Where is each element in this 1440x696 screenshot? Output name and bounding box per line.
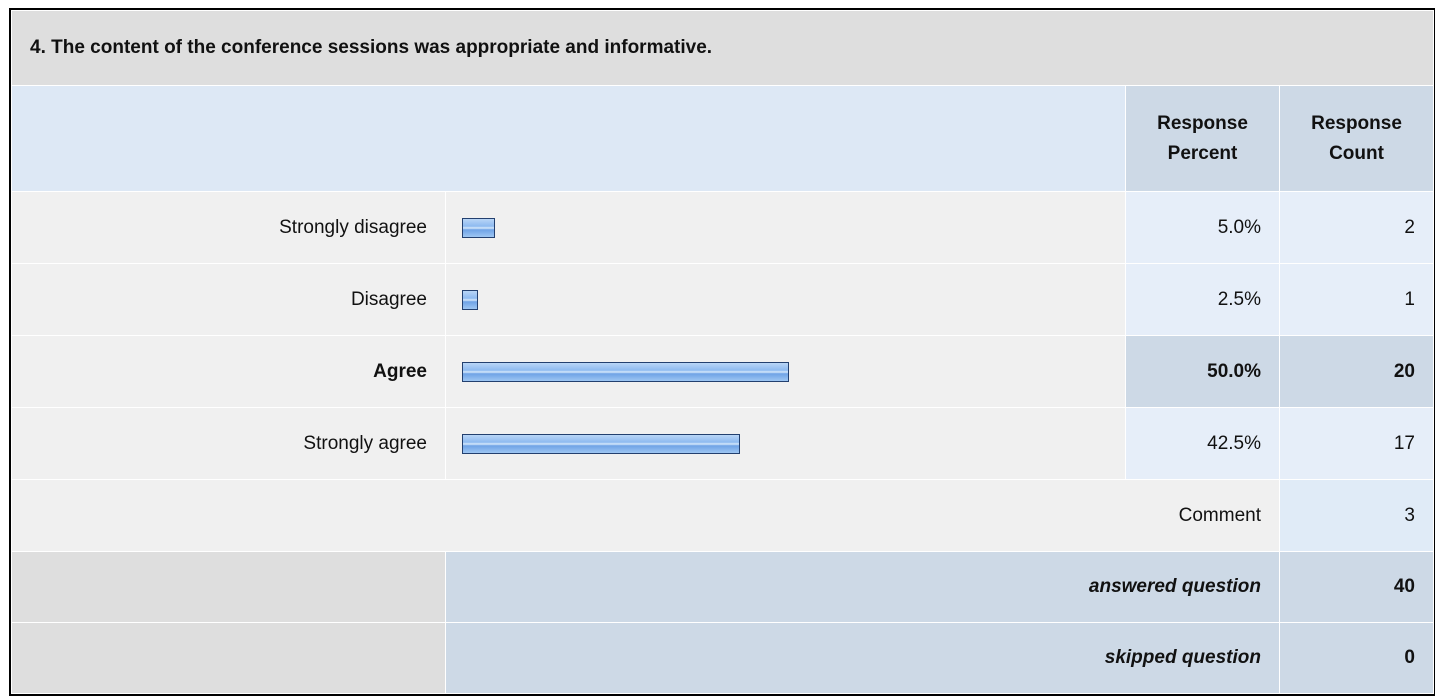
bar (462, 433, 740, 454)
bar (462, 289, 479, 310)
response-percent: 2.5% (1125, 263, 1280, 336)
response-count: 2 (1279, 191, 1434, 264)
skipped-row: skipped question 0 (11, 622, 1434, 694)
header-count: Response Count (1279, 85, 1434, 192)
bar (462, 361, 789, 382)
response-count: 1 (1279, 263, 1434, 336)
answer-label: Agree (11, 335, 446, 408)
bar-cell (445, 263, 1126, 336)
blank-cell (11, 551, 446, 623)
answer-row: Strongly agree 42.5% 17 (11, 407, 1434, 480)
comment-count: 3 (1279, 479, 1434, 552)
response-percent: 50.0% (1125, 335, 1280, 408)
response-percent: 5.0% (1125, 191, 1280, 264)
bar-cell (445, 191, 1126, 264)
title-row: 4. The content of the conference session… (11, 10, 1434, 86)
answer-label: Strongly agree (11, 407, 446, 480)
question-title: 4. The content of the conference session… (11, 10, 1434, 86)
answered-count: 40 (1279, 551, 1434, 623)
answer-row: Agree 50.0% 20 (11, 335, 1434, 408)
response-count: 17 (1279, 407, 1434, 480)
comment-label: Comment (11, 479, 1280, 552)
comment-row: Comment 3 (11, 479, 1434, 552)
answered-label: answered question (445, 551, 1280, 623)
bar (462, 217, 495, 238)
response-percent: 42.5% (1125, 407, 1280, 480)
blank-cell (11, 622, 446, 694)
answer-label: Disagree (11, 263, 446, 336)
results-table: 4. The content of the conference session… (11, 10, 1434, 694)
answered-row: answered question 40 (11, 551, 1434, 623)
skipped-count: 0 (1279, 622, 1434, 694)
answer-label: Strongly disagree (11, 191, 446, 264)
skipped-label: skipped question (445, 622, 1280, 694)
bar-cell (445, 335, 1126, 408)
response-count: 20 (1279, 335, 1434, 408)
header-row: Response Percent Response Count (11, 85, 1434, 192)
bar-cell (445, 407, 1126, 480)
header-percent: Response Percent (1125, 85, 1280, 192)
header-blank (11, 85, 1126, 192)
answer-row: Disagree 2.5% 1 (11, 263, 1434, 336)
answer-row: Strongly disagree 5.0% 2 (11, 191, 1434, 264)
survey-question: 4. The content of the conference session… (9, 8, 1435, 696)
